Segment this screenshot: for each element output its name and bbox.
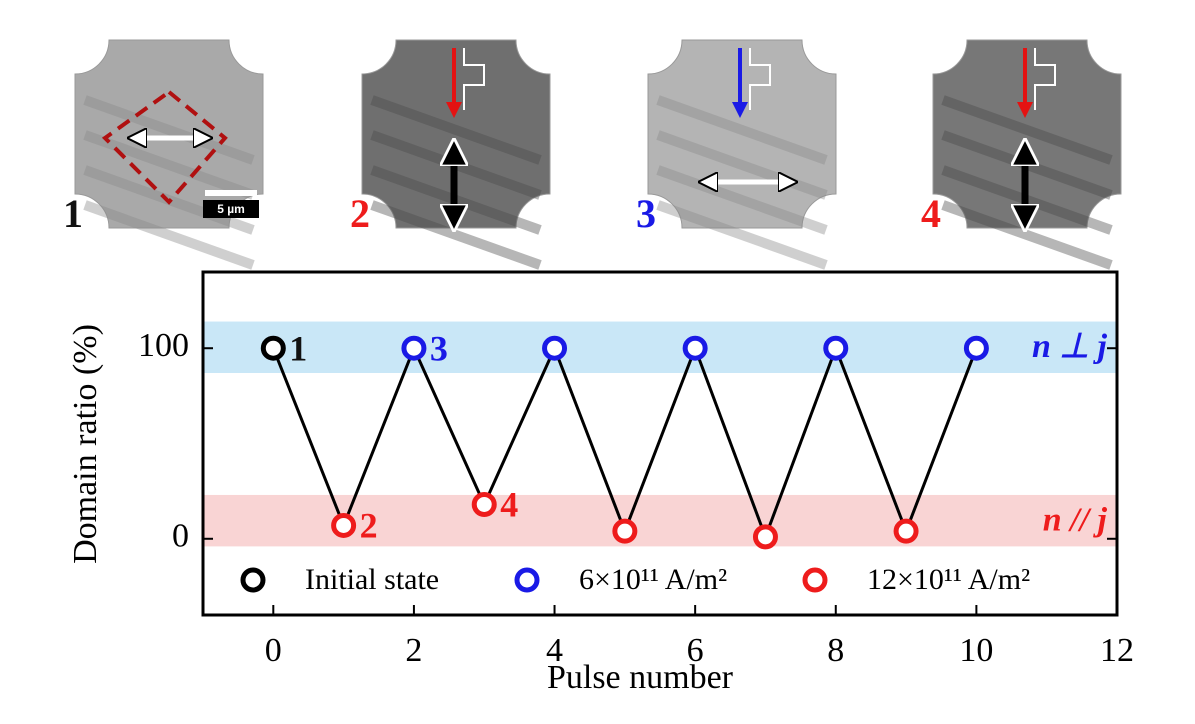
scale-bar <box>205 190 257 196</box>
x-axis-label: Pulse number <box>547 659 734 696</box>
scale-bar-label: 5 µm <box>217 202 245 216</box>
data-point <box>963 335 989 361</box>
scale-bar-bg <box>203 200 259 218</box>
y-axis-label: Domain ratio (%) <box>67 324 104 564</box>
connector <box>342 347 416 526</box>
panel-label: 1 <box>63 191 83 236</box>
point-label: 2 <box>360 506 378 546</box>
legend-label: 6×10¹¹ A/m² <box>579 563 727 596</box>
data-point <box>612 518 638 544</box>
domain-stripe <box>370 200 542 270</box>
x-tick-label: 8 <box>827 632 844 669</box>
data-point <box>401 335 427 361</box>
micrograph <box>361 39 551 229</box>
domain-stripe <box>83 200 255 270</box>
legend-marker <box>514 567 540 593</box>
micrograph <box>932 39 1122 229</box>
micrographs: 5 µm 1 2 3 4 <box>63 39 1122 270</box>
connector <box>271 347 346 526</box>
band <box>203 494 1117 547</box>
band-label: n // j <box>1043 501 1108 538</box>
legend-label: 12×10¹¹ A/m² <box>867 563 1030 596</box>
domain-stripe <box>656 130 828 200</box>
data-point <box>471 491 497 517</box>
panel-label: 3 <box>636 191 656 236</box>
x-tick-label: 0 <box>265 632 282 669</box>
x-tick-label: 2 <box>405 632 422 669</box>
x-tick-label: 10 <box>959 632 993 669</box>
y-tick-label: 0 <box>172 518 189 555</box>
pulse-icon <box>463 48 485 110</box>
legend-marker <box>240 567 266 593</box>
data-point <box>682 335 708 361</box>
data-point <box>823 335 849 361</box>
pulse-icon <box>749 48 771 110</box>
domain-stripe <box>941 200 1113 270</box>
domain-stripe <box>370 95 542 165</box>
connector <box>904 347 978 532</box>
connector <box>553 347 627 532</box>
x-tick-label: 6 <box>687 632 704 669</box>
data-point <box>893 518 919 544</box>
connector <box>764 347 838 538</box>
y-tick-label: 100 <box>138 327 189 364</box>
domain-stripe <box>941 95 1113 165</box>
connector <box>693 347 767 538</box>
band-label: n ⊥ j <box>1032 328 1108 365</box>
x-tick-label: 4 <box>546 632 563 669</box>
panel-label: 4 <box>921 191 941 236</box>
data-point <box>260 335 286 361</box>
connector <box>834 347 908 532</box>
domain-stripe <box>656 95 828 165</box>
data-point <box>752 524 778 550</box>
pulse-icon <box>1034 48 1056 110</box>
plot-frame <box>201 270 1119 617</box>
point-label: 1 <box>289 328 307 368</box>
point-label: 4 <box>500 485 518 525</box>
domain-stripe <box>656 165 828 235</box>
connector <box>412 347 486 506</box>
domain-stripe <box>83 130 255 200</box>
legend-label: Initial state <box>305 563 439 596</box>
legend-marker <box>802 567 828 593</box>
connector <box>482 347 556 506</box>
domain-stripe <box>656 200 828 270</box>
x-tick-label: 12 <box>1100 632 1134 669</box>
panel-label: 2 <box>350 191 370 236</box>
point-label: 3 <box>430 328 448 368</box>
data-point <box>542 335 568 361</box>
data-point <box>331 512 357 538</box>
dashed-square <box>101 89 228 205</box>
connector <box>623 347 697 532</box>
